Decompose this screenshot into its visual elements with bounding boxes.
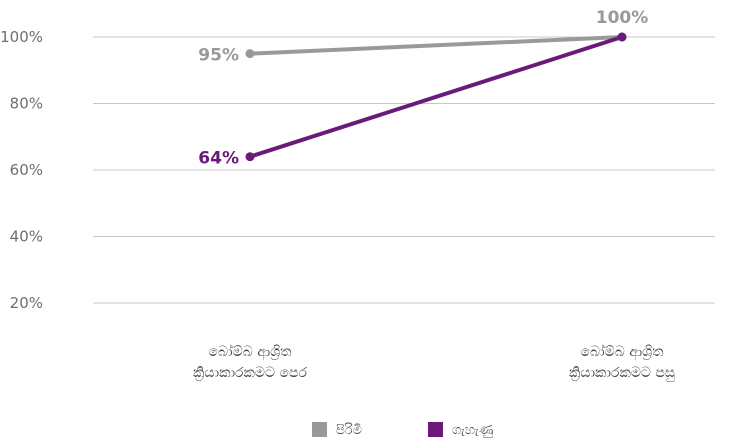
x-category-label: බෝම්බ ආශ්‍රිත ක්‍රියාකාරකමට පසු: [569, 344, 675, 382]
series-line: [248, 35, 624, 159]
x-category-label: බෝම්බ ආශ්‍රිත ක්‍රියාකාරකමට පෙර: [193, 344, 307, 382]
data-point: [245, 49, 255, 59]
legend-label: පිරිමි: [336, 422, 362, 438]
data-label: 95%: [198, 46, 239, 66]
legend-swatch: [428, 422, 443, 437]
legend-swatch: [312, 422, 327, 437]
data-point: [245, 152, 255, 162]
y-tick-label: 40%: [10, 228, 43, 246]
series-points: [245, 32, 627, 162]
data-point: [617, 32, 627, 42]
gridlines: [93, 36, 715, 304]
legend: පිරිමි ගැහැණු: [312, 422, 494, 438]
data-labels: 95% 100% 64%: [198, 8, 648, 169]
data-label: 64%: [198, 149, 239, 169]
y-tick-label: 20%: [10, 294, 43, 312]
y-tick-label: 100%: [0, 28, 43, 46]
y-tick-label: 60%: [10, 161, 43, 179]
data-label: 100%: [596, 8, 649, 28]
x-axis-categories: බෝම්බ ආශ්‍රිත ක්‍රියාකාරකමට පෙර බෝම්බ ආශ්‍…: [193, 344, 675, 382]
series-lines: [248, 35, 624, 159]
legend-label: ගැහැණු: [452, 423, 494, 438]
series-line: [248, 35, 624, 56]
y-tick-label: 80%: [10, 95, 43, 113]
y-axis-ticks: 20% 40% 60% 80% 100%: [0, 28, 43, 312]
